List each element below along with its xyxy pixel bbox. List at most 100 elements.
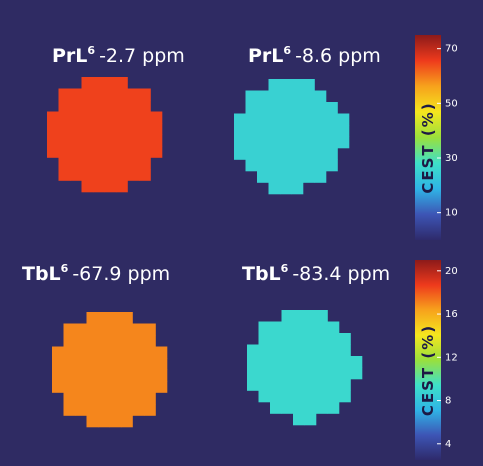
- pixel: [269, 137, 281, 149]
- pixel: [110, 312, 122, 324]
- pixel: [133, 381, 145, 393]
- pixel: [75, 370, 87, 382]
- label-name: PrL: [52, 45, 87, 67]
- pixel: [110, 335, 122, 347]
- pixel: [52, 347, 64, 359]
- pixel: [234, 137, 246, 149]
- pixel: [292, 91, 304, 103]
- pixel: [293, 356, 305, 368]
- pixel: [316, 333, 328, 345]
- pixel: [316, 310, 328, 322]
- pixel: [303, 137, 315, 149]
- pixel: [246, 137, 258, 149]
- pixel: [280, 160, 292, 172]
- pixel: [280, 125, 292, 137]
- pixel: [144, 404, 156, 416]
- pixel: [133, 335, 145, 347]
- pixel: [70, 146, 82, 158]
- pixel: [293, 322, 305, 334]
- pixel: [282, 368, 294, 380]
- pixel: [75, 324, 87, 336]
- pixel: [93, 123, 105, 135]
- pixel: [82, 135, 94, 147]
- pixel: [303, 114, 315, 126]
- pixel: [98, 381, 110, 393]
- pixel: [110, 416, 122, 428]
- label-name: TbL: [22, 263, 61, 285]
- label-shift: -67.9 ppm: [72, 263, 170, 285]
- pixel: [105, 112, 117, 124]
- pixel: [246, 160, 258, 172]
- pixel: [305, 333, 317, 345]
- pixel: [305, 322, 317, 334]
- pixel: [87, 312, 99, 324]
- pixel: [293, 402, 305, 414]
- pixel: [70, 112, 82, 124]
- pixel: [303, 148, 315, 160]
- pixel: [293, 368, 305, 380]
- tick-label: 12: [445, 352, 458, 363]
- pixel: [270, 402, 282, 414]
- pixel: [121, 404, 133, 416]
- pixel: [269, 102, 281, 114]
- pixel: [64, 324, 76, 336]
- pixel: [128, 158, 140, 170]
- pixel: [139, 100, 151, 112]
- pixel: [246, 114, 258, 126]
- pixel: [105, 158, 117, 170]
- label-shift: -8.6 ppm: [295, 45, 381, 67]
- pixel: [326, 125, 338, 137]
- pixel: [144, 335, 156, 347]
- pixel: [246, 148, 258, 160]
- pixel: [328, 402, 340, 414]
- pixel: [328, 379, 340, 391]
- pixel: [93, 89, 105, 101]
- pixel: [105, 100, 117, 112]
- tick-label: 70: [445, 44, 458, 55]
- pixel: [247, 368, 259, 380]
- pixel: [144, 393, 156, 405]
- tick-label: 30: [445, 153, 458, 164]
- pixel: [305, 356, 317, 368]
- pixel: [87, 347, 99, 359]
- pixel: [59, 158, 71, 170]
- pixel: [280, 102, 292, 114]
- pixel: [93, 158, 105, 170]
- label-superscript: 6: [61, 262, 69, 275]
- pixel: [282, 356, 294, 368]
- pixel: [98, 312, 110, 324]
- pixel: [70, 135, 82, 147]
- pixel: [98, 404, 110, 416]
- pixel: [59, 169, 71, 181]
- pixel: [257, 125, 269, 137]
- pixel: [269, 148, 281, 160]
- pixel: [338, 114, 350, 126]
- panel-label: PrL6-8.6 ppm: [248, 44, 381, 67]
- pixel: [305, 368, 317, 380]
- pixel: [64, 358, 76, 370]
- pixel: [87, 358, 99, 370]
- pixel: [316, 322, 328, 334]
- pixel: [52, 381, 64, 393]
- pixel: [305, 414, 317, 426]
- pixel: [59, 135, 71, 147]
- pixel: [339, 356, 351, 368]
- pixel: [156, 347, 168, 359]
- pixel: [82, 100, 94, 112]
- pixel: [82, 169, 94, 181]
- pixel: [156, 381, 168, 393]
- pixel: [110, 370, 122, 382]
- pixel: [75, 358, 87, 370]
- pixel: [234, 125, 246, 137]
- pixel: [257, 91, 269, 103]
- pixel: [52, 370, 64, 382]
- tick-label: 50: [445, 98, 458, 109]
- pixel: [326, 114, 338, 126]
- pixel: [316, 379, 328, 391]
- pixel: [247, 379, 259, 391]
- pixel: [121, 416, 133, 428]
- pixel: [82, 77, 94, 89]
- tick-label: 4: [445, 439, 451, 450]
- pixel: [59, 89, 71, 101]
- pixel: [121, 347, 133, 359]
